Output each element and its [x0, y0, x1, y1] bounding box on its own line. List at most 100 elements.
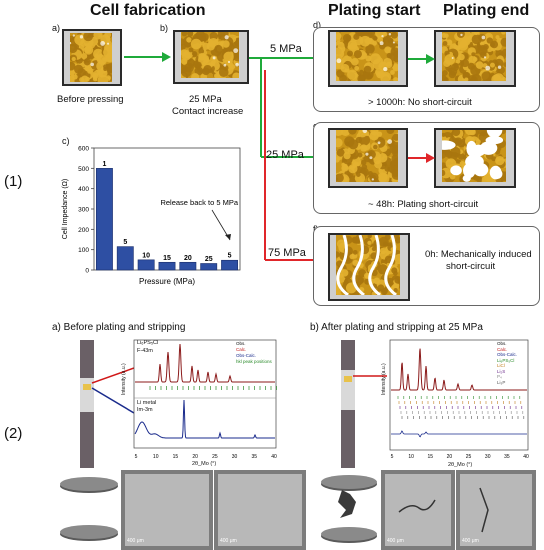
bar-label: 1	[102, 161, 106, 168]
part2-b-title: b) After plating and stripping at 25 MPa	[310, 322, 483, 333]
caption-contact-increase: Contact increase	[172, 106, 244, 117]
header-plating-end: Plating end	[443, 2, 530, 19]
xrd-a-space-group: F-43m	[137, 348, 153, 354]
legend-item: P₄	[497, 374, 502, 379]
cell-column-b	[341, 340, 355, 468]
y-axis-label: Cell Impedance (Ω)	[62, 179, 69, 239]
x-tick-label: 5	[391, 454, 394, 460]
panel-b-letter: b)	[160, 23, 169, 33]
y-tick-label: 0	[85, 268, 89, 275]
bar	[179, 261, 197, 271]
xrd-b-legend: Obs. Calc. Obs-Calc. Li₆PS₅Cl LiCl Li₂S …	[497, 341, 517, 385]
scale-bar-label: 400 μm	[127, 538, 144, 544]
xrd-plot-before: 5 10 15 20 25 30 35 40	[133, 339, 277, 460]
x-tick-label: 15	[428, 454, 434, 460]
legend-item: Calc.	[497, 346, 508, 352]
x-tick-label: 5	[135, 454, 138, 460]
label-5mpa: 5 MPa	[270, 43, 302, 55]
xrd-plot-after: 5 10 15 20 25 30 35 40	[389, 339, 529, 460]
header-cell-fabrication: Cell fabrication	[90, 2, 206, 19]
bar	[137, 259, 155, 271]
tile-d-end	[434, 30, 516, 87]
legend-item: Obs.	[236, 341, 246, 346]
particle-texture	[336, 235, 400, 295]
particle-texture	[442, 130, 506, 182]
legend-item: Li₂S	[497, 368, 506, 374]
caption-25mpa: 25 MPa	[189, 94, 222, 105]
ct-image-b2: 400 μm	[456, 470, 536, 550]
x-tick-label: 15	[173, 454, 179, 460]
legend-item: Obs-Calc.	[497, 352, 518, 357]
legend-item: Li₃P	[497, 379, 506, 385]
y-tick-label: 400	[78, 186, 89, 193]
caption-f-line2: short-circuit	[446, 261, 496, 272]
bar-label: 20	[184, 255, 192, 262]
particle-texture	[442, 32, 506, 81]
tile-e-start	[328, 128, 408, 188]
bar	[116, 246, 134, 271]
tile-before-pressing	[62, 29, 122, 86]
x-tick-label: 40	[523, 454, 529, 460]
bar	[221, 259, 239, 271]
tile-d-start	[328, 30, 408, 87]
annotation-arrowhead	[225, 234, 231, 240]
scale-bar-label: 400 μm	[462, 538, 479, 544]
scale-bar-label: 400 μm	[387, 538, 404, 544]
bar-label: 15	[163, 255, 171, 262]
legend-item: Obs.	[497, 341, 507, 346]
y-tick-label: 600	[78, 146, 89, 153]
y-tick-label: 500	[78, 166, 89, 173]
xrd-a-legend: Obs. Calc. Obs-Calc. hkl peak positions	[236, 341, 272, 365]
row-label-2: (2)	[4, 425, 23, 442]
xrd-a-li-metal: Li metal	[137, 400, 157, 406]
x-tick-label: 35	[252, 454, 258, 460]
connector-line-b	[353, 375, 387, 377]
x-tick-label: 10	[153, 454, 159, 460]
y-tick-label: 300	[78, 207, 89, 214]
xrd-a-xlabel: 2θ_Mo (°)	[192, 461, 217, 467]
arrow-a-to-b	[124, 52, 171, 62]
x-tick-label: 40	[271, 454, 277, 460]
xrd-b-xlabel: 2θ_Mo (°)	[448, 462, 473, 468]
y-tick-label: 200	[78, 227, 89, 234]
particle-texture	[181, 32, 239, 78]
caption-before-pressing: Before pressing	[57, 94, 124, 105]
legend-item: LiCl	[497, 363, 505, 368]
panel-c-letter: c)	[62, 136, 70, 146]
particle-texture	[336, 32, 398, 81]
legend-item: Calc.	[236, 347, 247, 352]
x-tick-label: 35	[504, 454, 510, 460]
x-tick-label: 30	[232, 454, 238, 460]
cell-column-a	[80, 340, 94, 468]
pellets-a	[60, 477, 118, 541]
scale-bar-label: 400 μm	[220, 538, 237, 544]
x-tick-label: 20	[192, 454, 198, 460]
legend-item: hkl peak positions	[236, 359, 272, 364]
annotation-release: Release back to 5 MPa	[160, 198, 238, 207]
label-25mpa: 25 MPa	[266, 149, 304, 161]
particle-texture	[70, 33, 112, 82]
bar	[95, 168, 113, 271]
bar	[200, 263, 218, 271]
panel-d-letter: d)	[313, 20, 322, 30]
ct-image-a1: 400 μm	[121, 470, 213, 550]
x-tick-label: 10	[408, 454, 414, 460]
plot-area	[93, 147, 241, 271]
bar-label: 25	[205, 256, 213, 263]
part2-a-title: a) Before plating and stripping	[52, 322, 186, 333]
row-label-1: (1)	[4, 173, 23, 190]
x-tick-label: 25	[212, 454, 218, 460]
tile-e-end	[434, 128, 516, 188]
legend-item: Li₆PS₅Cl	[497, 357, 515, 363]
tile-25mpa-pressed	[173, 30, 249, 84]
tile-f-start	[328, 233, 410, 301]
xrd-a-li-group: Im-3m	[137, 407, 153, 413]
arrow-e	[408, 153, 435, 163]
caption-e: ~ 48h: Plating short-circuit	[368, 199, 479, 210]
header-plating-start: Plating start	[328, 2, 421, 19]
ct-image-b1: 400 μm	[381, 470, 455, 550]
pellets-b	[321, 475, 377, 543]
caption-d: > 1000h: No short-circuit	[368, 97, 472, 108]
bar-label: 5	[123, 239, 127, 246]
caption-f-line1: 0h: Mechanically induced	[425, 249, 532, 260]
